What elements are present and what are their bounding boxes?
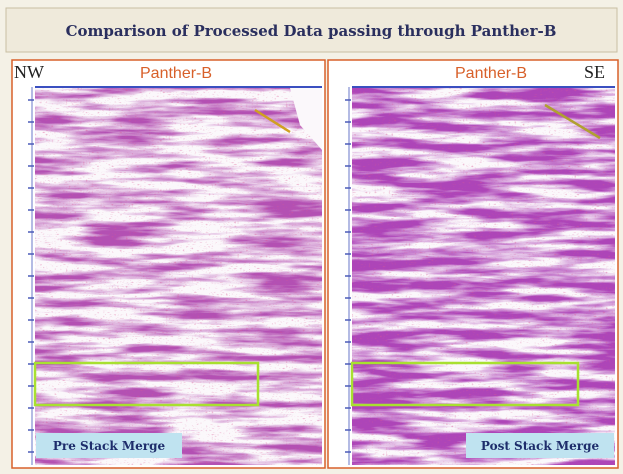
well-label: Panther-B: [455, 65, 527, 82]
caption: Post Stack Merge: [481, 439, 600, 453]
figure: Comparison of Processed Data passing thr…: [0, 0, 623, 474]
well-label: Panther-B: [140, 65, 212, 82]
direction-label: NW: [14, 62, 44, 82]
seismic-noise: [35, 88, 322, 465]
caption: Pre Stack Merge: [53, 439, 166, 453]
title: Comparison of Processed Data passing thr…: [66, 22, 557, 40]
seismic-noise: [352, 88, 615, 465]
direction-label: SE: [584, 62, 605, 82]
